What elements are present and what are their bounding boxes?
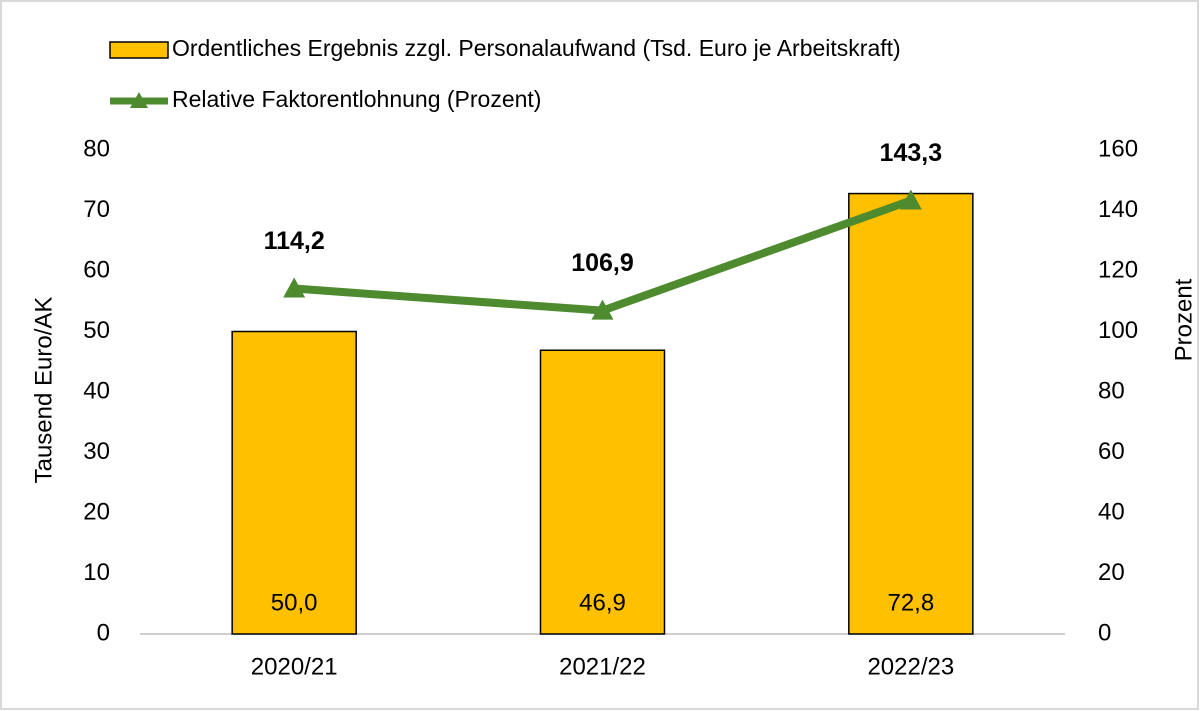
line-value-label: 143,3 — [880, 139, 943, 167]
x-tick-label: 2022/23 — [867, 653, 954, 680]
bar-value-label: 50,0 — [271, 589, 318, 616]
y-tick-label: 60 — [83, 256, 110, 283]
y-tick-label: 40 — [83, 377, 110, 404]
y2-tick-label: 80 — [1098, 377, 1125, 404]
line-value-label: 114,2 — [264, 227, 325, 255]
line-value-label: 106,9 — [571, 249, 634, 277]
y2-tick-label: 20 — [1098, 559, 1125, 586]
y-tick-label: 50 — [83, 317, 110, 344]
line-marker — [591, 299, 614, 320]
y-tick-label: 10 — [83, 559, 110, 586]
legend-swatch — [109, 41, 169, 59]
x-tick-label: 2021/22 — [559, 653, 646, 680]
y-axis-title: Tausend Euro/AK — [30, 297, 57, 484]
line-marker — [283, 277, 306, 298]
y2-tick-label: 140 — [1098, 196, 1138, 223]
y2-tick-label: 0 — [1098, 619, 1111, 646]
y-tick-label: 20 — [83, 498, 110, 525]
y-tick-label: 70 — [83, 196, 110, 223]
y2-tick-label: 120 — [1098, 256, 1138, 283]
legend-label: Ordentliches Ergebnis zzgl. Personalaufw… — [172, 35, 901, 61]
legend-label: Relative Faktorentlohnung (Prozent) — [172, 86, 541, 112]
y2-tick-label: 160 — [1098, 135, 1138, 162]
y2-tick-label: 100 — [1098, 317, 1138, 344]
bar — [539, 349, 666, 635]
y-tick-label: 0 — [97, 619, 110, 646]
x-tick-label: 2020/21 — [251, 653, 338, 680]
y2-axis-title: Prozent — [1170, 278, 1197, 361]
y2-tick-label: 60 — [1098, 438, 1125, 465]
bar-value-label: 46,9 — [579, 589, 626, 616]
y-tick-label: 80 — [83, 135, 110, 162]
legend-marker — [130, 92, 148, 108]
y2-tick-label: 40 — [1098, 498, 1125, 525]
line-marker — [899, 189, 922, 210]
bar — [231, 330, 357, 635]
y-tick-label: 30 — [83, 438, 110, 465]
bar — [848, 192, 974, 635]
bar-value-label: 72,8 — [887, 589, 934, 616]
